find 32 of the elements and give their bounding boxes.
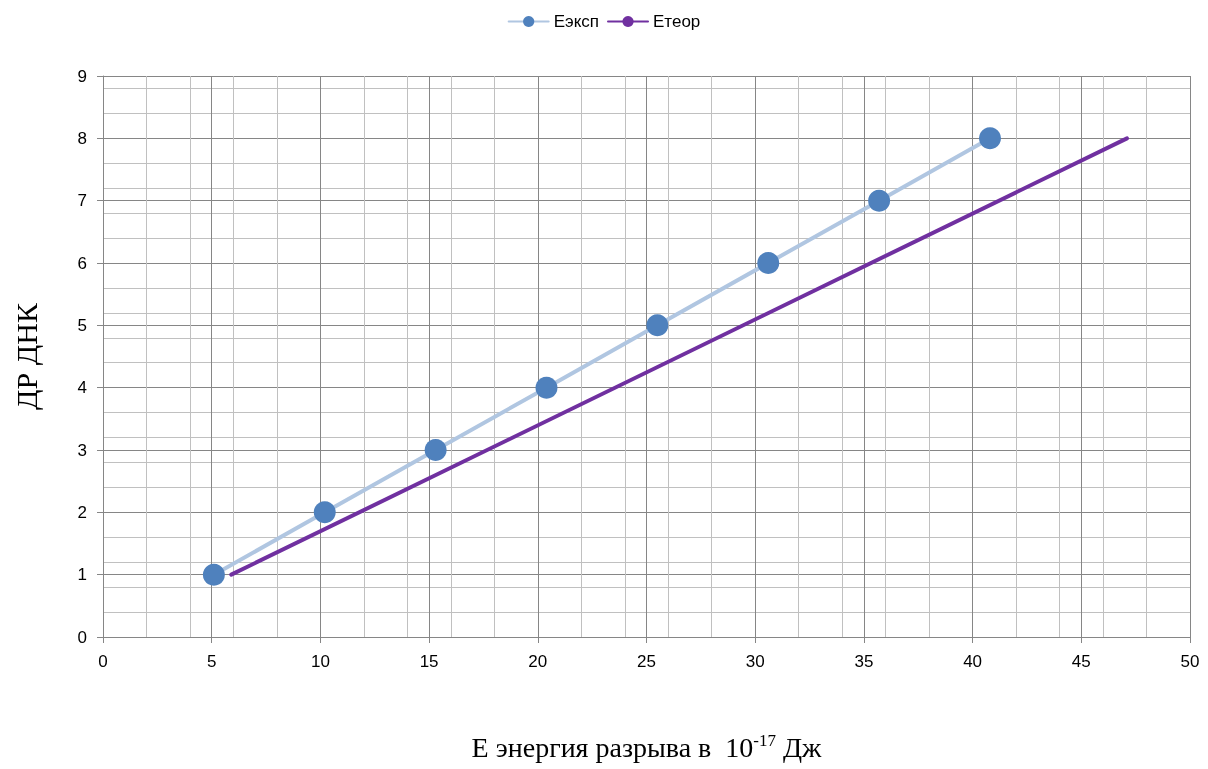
y-tick-label: 4 <box>77 378 87 398</box>
legend-label: Етеор <box>653 12 701 31</box>
x-tick-label: 5 <box>206 652 217 671</box>
y-tick-label: 9 <box>77 66 87 86</box>
point <box>757 252 780 274</box>
y-tick-label: 8 <box>77 128 87 148</box>
x-tick-label: 30 <box>745 652 765 671</box>
point <box>535 376 558 399</box>
x-tick-label: 20 <box>528 652 548 671</box>
x-tick-label: 35 <box>854 652 874 671</box>
x-tick-label: 10 <box>310 652 330 671</box>
x-tick-label: 25 <box>637 652 656 671</box>
x-tick-label: 0 <box>98 652 108 671</box>
point <box>202 563 225 586</box>
y-tick-label: 3 <box>77 440 87 460</box>
y-tick-label: 0 <box>77 627 87 647</box>
x-tick-label: 50 <box>1180 652 1200 671</box>
x-tick-label: 15 <box>419 652 439 671</box>
y-tick-label: 2 <box>77 502 87 522</box>
y-tick-label: 7 <box>77 191 87 211</box>
legend-label: Еэксп <box>553 12 600 31</box>
y-axis-title: ДР ДНК <box>9 302 43 410</box>
x-tick-label: 45 <box>1071 652 1091 671</box>
point <box>868 189 891 212</box>
y-tick-label: 6 <box>77 253 87 273</box>
y-tick-label: 5 <box>77 315 87 335</box>
y-tick-label: 1 <box>77 565 87 585</box>
point <box>979 127 1001 150</box>
x-tick-label: 40 <box>963 652 983 671</box>
point <box>646 314 669 337</box>
point <box>313 501 336 524</box>
point <box>424 439 447 461</box>
